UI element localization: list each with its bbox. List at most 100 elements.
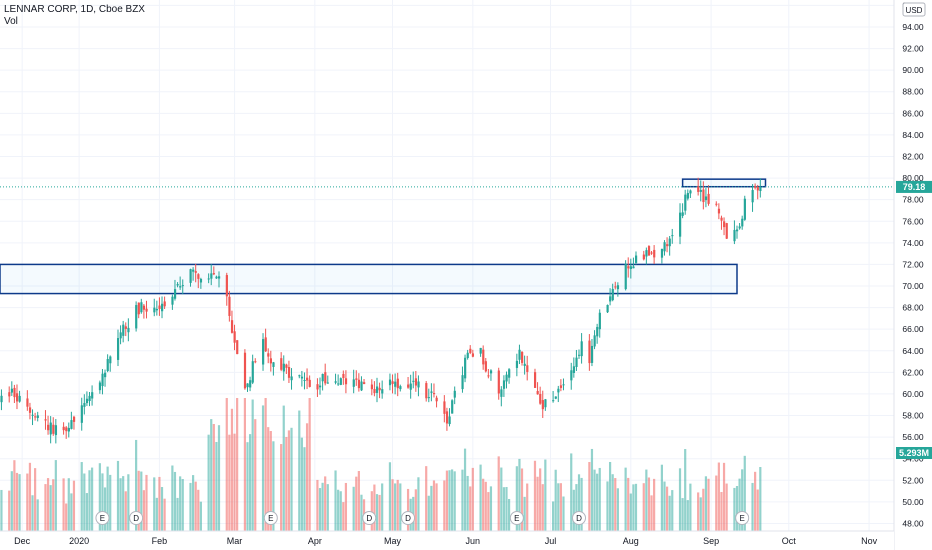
candle-body [466, 352, 469, 359]
candle-body [715, 203, 718, 205]
candle-body [580, 341, 583, 357]
volume-bar [80, 462, 83, 531]
volume-bar [448, 470, 451, 531]
candle-body [173, 289, 177, 299]
candle-body [663, 242, 666, 252]
volume-bar [103, 487, 107, 531]
volume-bar [352, 486, 355, 531]
candle-body [482, 349, 485, 365]
time-tick-label: 2020 [69, 536, 89, 546]
candle-body [575, 357, 578, 367]
candle-body [518, 349, 521, 360]
candle-body [153, 307, 156, 313]
candle-body [515, 360, 519, 368]
candle-body [596, 327, 599, 337]
volume-bar [699, 497, 702, 531]
price-tick-label: 92.00 [902, 44, 924, 54]
volume-bar [665, 486, 669, 531]
volume-bar [559, 483, 562, 531]
candle-body [119, 332, 122, 339]
candle-body [324, 372, 327, 384]
candle-body [116, 338, 120, 360]
volume-bar [163, 498, 166, 531]
volume-bar [759, 467, 762, 531]
volume-bar [642, 483, 645, 531]
time-axis-ticks[interactable]: Dec 2020 Feb Mar Apr May Jun Jul Aug Sep Oct Nov [14, 536, 877, 546]
candle-body [471, 353, 475, 357]
candle-body [80, 405, 83, 423]
volume-bar [606, 481, 609, 531]
candle-body [88, 395, 91, 402]
volume-bar [432, 480, 436, 531]
candle-body [489, 370, 493, 374]
candle-body [593, 335, 596, 347]
event-marker[interactable]: E [95, 511, 110, 525]
event-marker[interactable]: D [129, 511, 144, 525]
candle-body [163, 301, 166, 307]
candle-body [303, 380, 306, 382]
candle-body [505, 374, 508, 382]
volume-bar [316, 479, 319, 531]
last-price-label: 79.18 [903, 182, 926, 192]
candle-body [435, 397, 438, 402]
event-marker[interactable]: E [509, 511, 524, 525]
volume-bar [140, 471, 143, 531]
time-tick-label: Mar [227, 536, 243, 546]
price-tick-label: 60.00 [902, 389, 924, 399]
volume-bar [539, 468, 542, 531]
candle-body [614, 286, 617, 288]
candle-body [344, 378, 348, 385]
candle-body [137, 302, 140, 315]
volume-bar [155, 497, 158, 531]
volume-bar [375, 494, 379, 531]
event-marker[interactable]: D [362, 511, 377, 525]
event-marker[interactable]: E [735, 511, 750, 525]
volume-bar [596, 473, 599, 531]
candle-body [539, 393, 542, 404]
candle-body [181, 285, 184, 287]
zone-rect-1 [681, 178, 767, 188]
volume-bar [733, 487, 736, 531]
candle-body [671, 235, 674, 237]
volume-bar [44, 484, 47, 531]
candle-body [210, 273, 213, 279]
volume-bar [518, 458, 521, 531]
event-marker-label: D [366, 514, 372, 523]
volume-bar [62, 478, 65, 531]
time-tick-label: Jul [545, 536, 557, 546]
volume-bar [72, 480, 76, 531]
volume-bar [300, 437, 303, 531]
candle-body [189, 269, 192, 283]
volume-bar [678, 468, 682, 531]
candle-body [736, 229, 739, 232]
volume-bar [523, 496, 526, 531]
candle-body [158, 305, 161, 309]
volume-bar [264, 398, 267, 531]
event-marker-label: D [133, 514, 139, 523]
volume-bar [36, 499, 39, 531]
volume-bar [243, 398, 246, 531]
event-marker[interactable]: E [263, 511, 278, 525]
volume-bar [324, 476, 327, 531]
volume-bar [145, 474, 148, 531]
candle-body [588, 340, 591, 364]
volume-indicator-label[interactable]: Vol [4, 16, 18, 27]
volume-bar [127, 474, 130, 531]
volume-bar [497, 456, 500, 531]
volume-bar [248, 434, 252, 531]
symbol-title[interactable]: LENNAR CORP, 1D, Cboe BZX [4, 4, 145, 15]
volume-bar [342, 502, 345, 531]
event-marker[interactable]: D [572, 511, 587, 525]
volume-bar [308, 398, 311, 531]
candle-body [559, 385, 563, 388]
zone-rect-0 [0, 263, 738, 295]
price-tick-label: 94.00 [902, 22, 924, 32]
volume-bar [339, 491, 342, 531]
candle-body [526, 365, 529, 372]
event-marker[interactable]: D [401, 511, 416, 525]
volume-bars [0, 398, 762, 531]
last-price-badge: 79.18 [896, 180, 932, 193]
candle-body [233, 331, 236, 343]
